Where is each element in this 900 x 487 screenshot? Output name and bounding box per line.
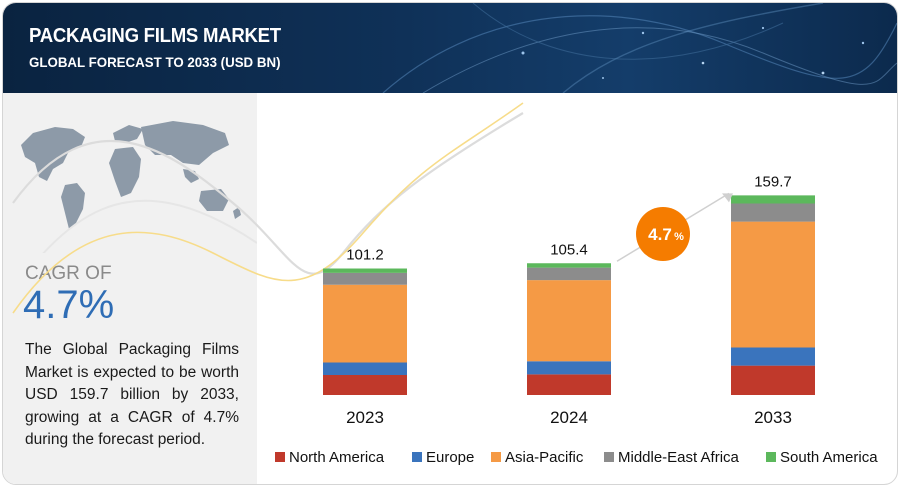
category-label-2033: 2033 (754, 408, 792, 427)
total-label-2024: 105.4 (550, 241, 588, 258)
legend-swatch-asia-pacific (491, 452, 501, 462)
header-decoration (382, 3, 897, 93)
bar-segment-asia-pacific-2024 (527, 280, 611, 362)
bar-segment-middle-east-africa-2023 (323, 272, 407, 285)
growth-arrow-head (722, 193, 733, 203)
decorative-curves (12, 102, 524, 314)
market-description: The Global Packaging Films Market is exp… (25, 341, 239, 448)
legend-swatch-north-america (275, 452, 285, 462)
header-banner: PACKAGING FILMS MARKET GLOBAL FORECAST T… (3, 3, 897, 93)
cagr-bubble-value: 4.7 (648, 225, 672, 244)
legend-label-middle-east-africa: Middle-East Africa (618, 449, 740, 466)
bar-segment-middle-east-africa-2033 (731, 203, 815, 222)
bar-segment-europe-2024 (527, 361, 611, 375)
stacked-bar-chart: 101.2 2023 105.4 2024 159.7 2033 4.7% North A… (12, 102, 878, 466)
page-title: PACKAGING FILMS MARKET (29, 25, 281, 47)
bar-segment-asia-pacific-2033 (731, 221, 815, 348)
bar-segment-asia-pacific-2023 (323, 284, 407, 363)
category-label-2024: 2024 (550, 408, 588, 427)
legend-swatch-middle-east-africa (604, 452, 614, 462)
bar-segment-north-america-2024 (527, 374, 611, 395)
cagr-bubble (636, 207, 690, 261)
bar-segment-south-america-2023 (323, 268, 407, 273)
legend-label-south-america: South America (780, 449, 878, 466)
cagr-label: CAGR OF (25, 263, 112, 284)
bar-segment-south-america-2033 (731, 195, 815, 204)
page-subtitle: GLOBAL FORECAST TO 2033 (USD BN) (29, 54, 281, 70)
bar-segment-europe-2023 (323, 362, 407, 375)
legend-swatch-south-america (766, 452, 776, 462)
legend-label-north-america: North America (289, 449, 385, 466)
bar-segment-north-america-2023 (323, 375, 407, 395)
total-label-2023: 101.2 (346, 247, 384, 264)
bar-segment-south-america-2024 (527, 263, 611, 268)
category-label-2023: 2023 (346, 408, 384, 427)
bar-segment-europe-2033 (731, 347, 815, 366)
cagr-value: 4.7% (23, 283, 115, 327)
bar-segment-middle-east-africa-2024 (527, 267, 611, 281)
total-label-2033: 159.7 (754, 173, 792, 190)
cagr-bubble-suffix: % (674, 231, 684, 243)
summary-panel: CAGR OF 4.7% The Global Packaging Films … (3, 93, 257, 484)
bar-segment-north-america-2033 (731, 365, 815, 395)
legend-swatch-europe (412, 452, 422, 462)
legend-label-europe: Europe (426, 449, 474, 466)
legend-label-asia-pacific: Asia-Pacific (505, 449, 584, 466)
